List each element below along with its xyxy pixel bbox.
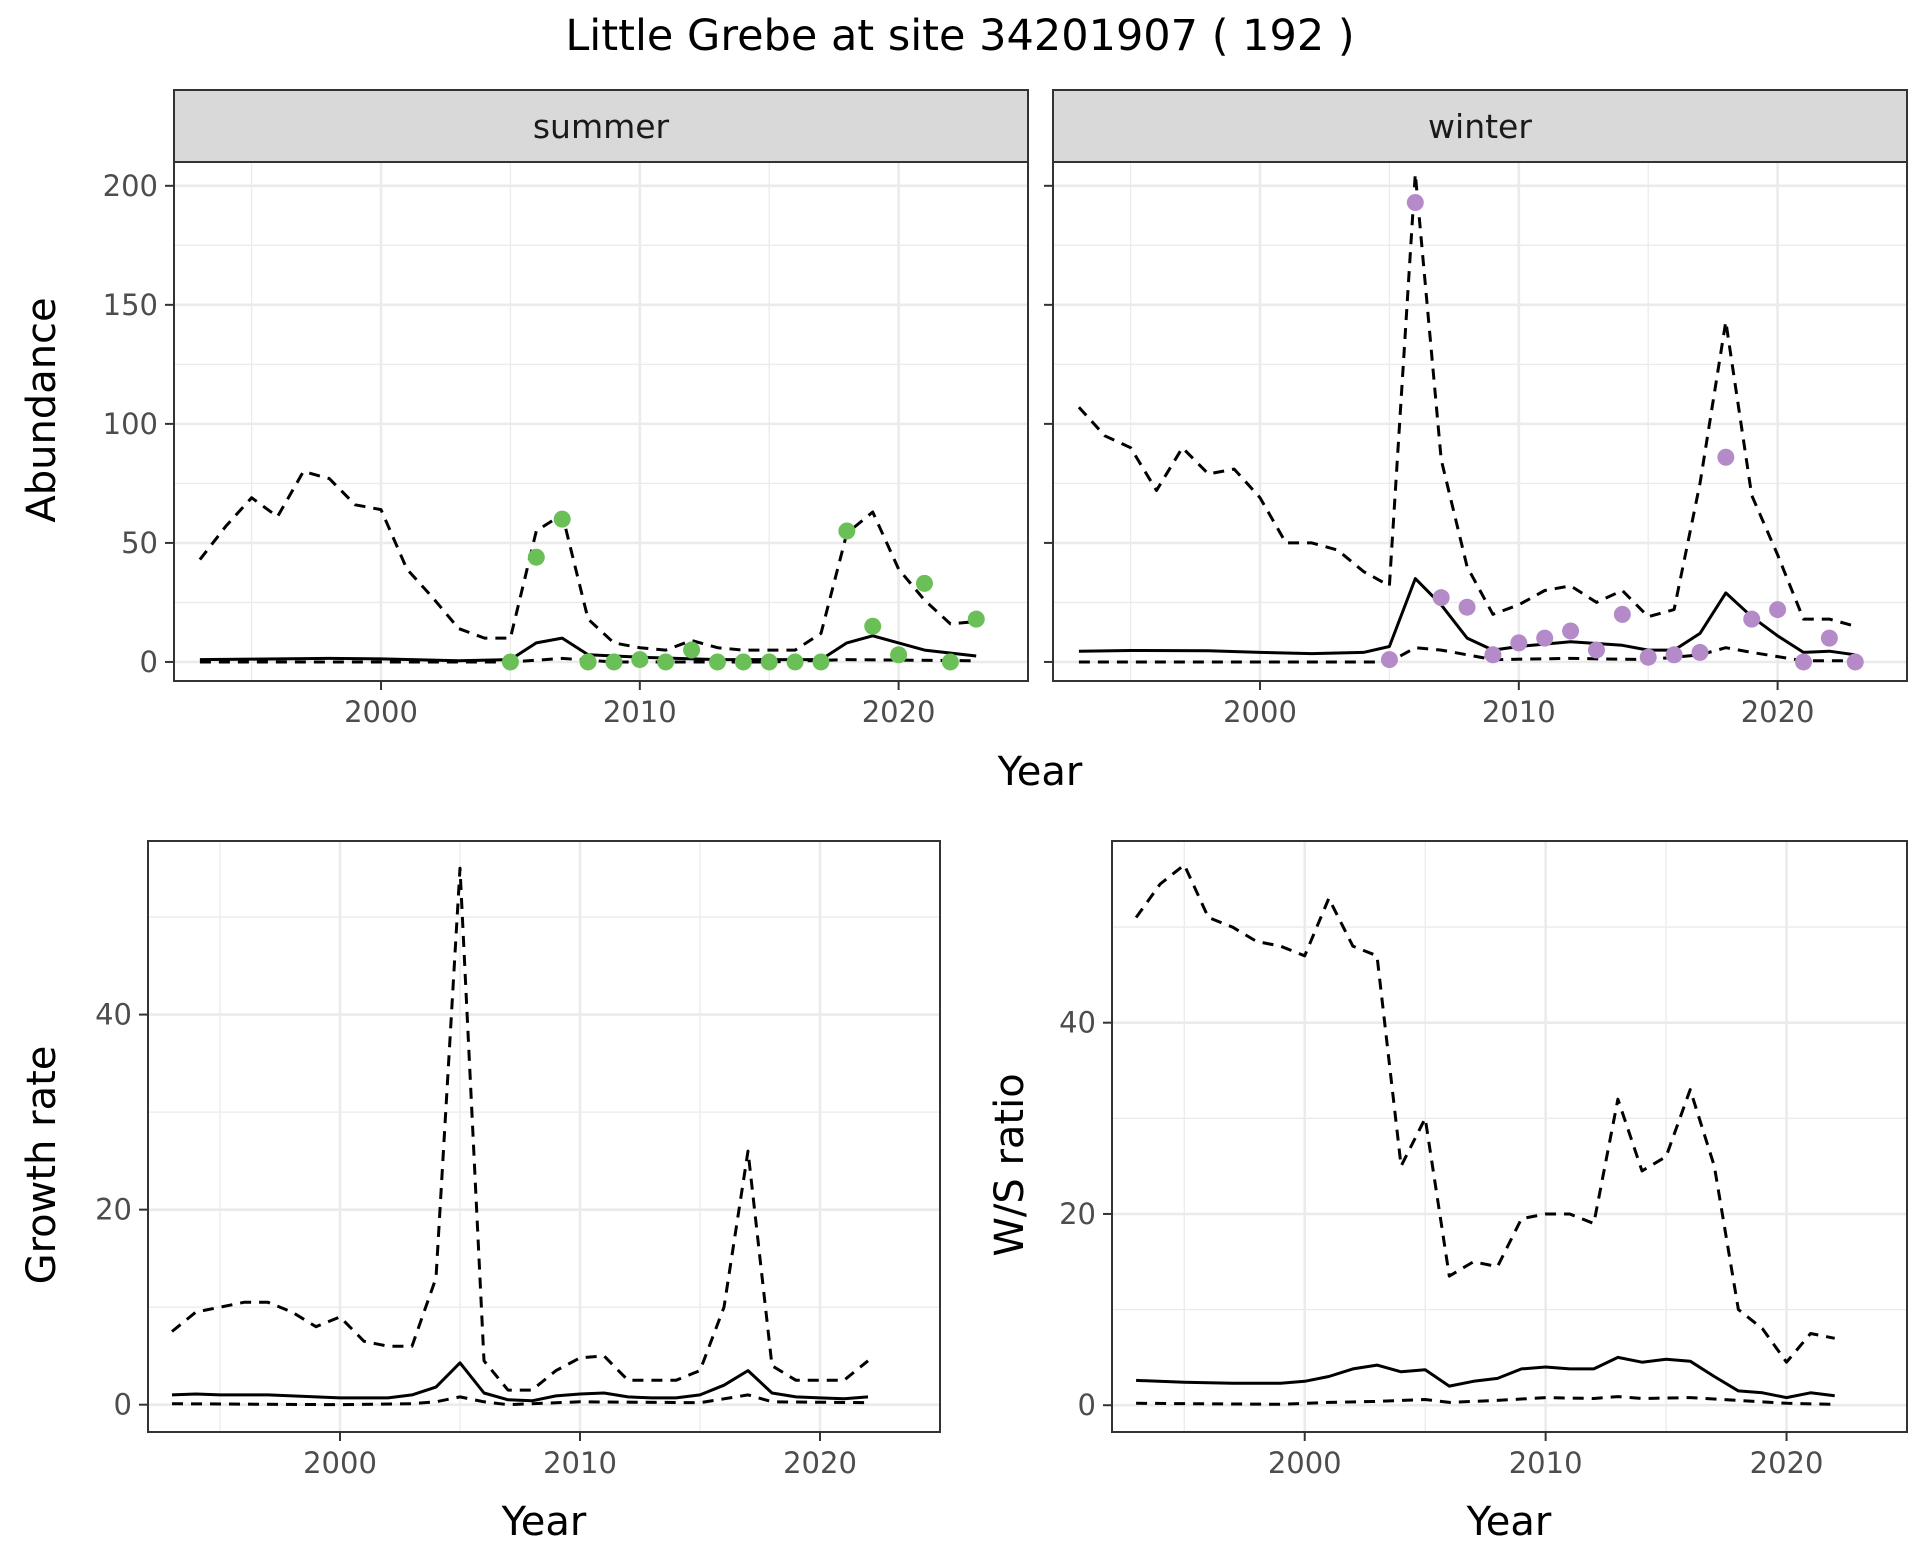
data-point-summer xyxy=(553,510,571,528)
plot-area-winter: 2000 2010 2020 xyxy=(1044,161,1908,729)
series-estimate-growth xyxy=(171,1361,869,1403)
y-axis-label-growth: Growth rate xyxy=(19,1046,65,1285)
data-point-winter xyxy=(1769,601,1787,619)
data-point-winter xyxy=(1639,648,1657,666)
data-point-winter xyxy=(1484,646,1502,664)
x-tick-label: 2000 xyxy=(303,1446,377,1480)
y-axis-label-abundance: Abundance xyxy=(19,297,65,522)
panel-ws-ratio: 2000 2010 2020 0 20 40 Year W/S ratio xyxy=(987,840,1908,1545)
data-point-winter xyxy=(1458,598,1476,616)
series-upper-bound-ws_ratio xyxy=(1134,863,1835,1364)
x-tick-label: 2010 xyxy=(543,1446,617,1480)
x-axis-label-top: Year xyxy=(997,749,1083,795)
data-point-summer xyxy=(605,653,623,671)
data-point-winter xyxy=(1587,641,1605,659)
x-tick-label: 2000 xyxy=(1268,1446,1342,1480)
data-point-winter xyxy=(1406,193,1424,211)
data-point-winter xyxy=(1510,634,1528,652)
data-point-winter xyxy=(1691,643,1709,661)
y-tick-label: 100 xyxy=(103,407,158,441)
plot-background-winter xyxy=(1053,162,1907,681)
x-tick-label: 2000 xyxy=(344,695,418,729)
strip-label-winter: winter xyxy=(1428,107,1532,146)
data-point-summer xyxy=(657,653,675,671)
data-point-summer xyxy=(760,653,778,671)
strip-winter xyxy=(1052,89,1908,163)
data-point-summer xyxy=(527,548,545,566)
data-point-winter xyxy=(1717,448,1735,466)
series-upper-bound-growth xyxy=(171,866,869,1392)
x-tick-label: 2020 xyxy=(862,695,936,729)
data-point-summer xyxy=(812,653,830,671)
y-tick-label: 20 xyxy=(1059,1197,1096,1231)
strip-label-summer: summer xyxy=(533,107,670,146)
x-tick-label: 2000 xyxy=(1223,695,1297,729)
data-point-summer xyxy=(915,574,933,592)
data-point-winter xyxy=(1820,629,1838,647)
data-point-summer xyxy=(864,617,882,635)
data-point-summer xyxy=(890,646,908,664)
panel-growth-rate: 2000 2010 2020 0 20 40 Year Growth rate xyxy=(19,840,941,1545)
panel-winter: winter 2000 2010 2020 xyxy=(1044,89,1908,729)
data-point-summer xyxy=(708,653,726,671)
y-tick-label: 200 xyxy=(103,169,158,203)
y-tick-label: 50 xyxy=(121,526,158,560)
panel-border-ws_ratio xyxy=(1111,840,1908,1433)
y-tick-label: 0 xyxy=(114,1388,132,1422)
data-point-summer xyxy=(579,653,597,671)
x-tick-label: 2010 xyxy=(1509,1446,1583,1480)
x-tick-label: 2010 xyxy=(1482,695,1556,729)
data-point-summer xyxy=(941,653,959,671)
series-lower-bound-ws_ratio xyxy=(1136,1395,1835,1406)
series-estimate-ws_ratio xyxy=(1136,1355,1835,1400)
data-point-summer xyxy=(683,641,701,659)
panel-border-growth xyxy=(147,840,941,1433)
panel-border-winter xyxy=(1052,161,1908,682)
data-point-summer xyxy=(838,522,856,540)
chart-title: Little Grebe at site 34201907 ( 192 ) xyxy=(565,11,1354,61)
x-axis-label-ws: Year xyxy=(1466,1499,1552,1545)
data-point-winter xyxy=(1743,610,1761,628)
data-point-summer xyxy=(786,653,804,671)
x-axis-label-growth: Year xyxy=(501,1499,587,1545)
y-tick-label: 40 xyxy=(95,998,132,1032)
x-tick-label: 2010 xyxy=(603,695,677,729)
data-point-winter xyxy=(1613,605,1631,623)
y-tick-label: 20 xyxy=(95,1193,132,1227)
series-lower-bound-winter xyxy=(1078,646,1856,664)
data-point-summer xyxy=(631,651,649,669)
data-point-winter xyxy=(1665,646,1683,664)
plot-background-ws_ratio xyxy=(1112,841,1907,1432)
data-point-winter xyxy=(1536,629,1554,647)
data-point-winter xyxy=(1380,651,1398,669)
x-tick-label: 2020 xyxy=(783,1446,857,1480)
y-tick-label: 0 xyxy=(140,645,158,679)
data-point-winter xyxy=(1432,589,1450,607)
plot-background-summer xyxy=(174,162,1028,681)
strip-summer xyxy=(173,89,1029,163)
data-point-winter xyxy=(1794,653,1812,671)
y-axis-label-ws: W/S ratio xyxy=(987,1073,1033,1256)
data-point-winter xyxy=(1846,653,1864,671)
y-tick-label: 0 xyxy=(1078,1388,1096,1422)
panel-border-summer xyxy=(173,161,1029,682)
y-tick-label: 150 xyxy=(103,288,158,322)
plot-area-growth-rate: 2000 2010 2020 0 20 40 xyxy=(95,840,941,1480)
y-tick-label: 40 xyxy=(1059,1006,1096,1040)
plot-area-ws-ratio: 2000 2010 2020 0 20 40 xyxy=(1059,840,1908,1480)
data-point-summer xyxy=(967,610,985,628)
plot-area-summer: 2000 2010 2020 0 50 100 150 200 xyxy=(103,161,1029,729)
plot-background-growth xyxy=(148,841,940,1432)
data-point-summer xyxy=(501,653,519,671)
data-point-winter xyxy=(1562,622,1580,640)
x-tick-label: 2020 xyxy=(1750,1446,1824,1480)
series-lower-bound-growth xyxy=(171,1393,869,1407)
panel-summer: summer 2000 2010 2020 0 50 100 150 200 Year Abu… xyxy=(19,89,1083,795)
x-tick-label: 2020 xyxy=(1741,695,1815,729)
data-point-summer xyxy=(734,653,752,671)
